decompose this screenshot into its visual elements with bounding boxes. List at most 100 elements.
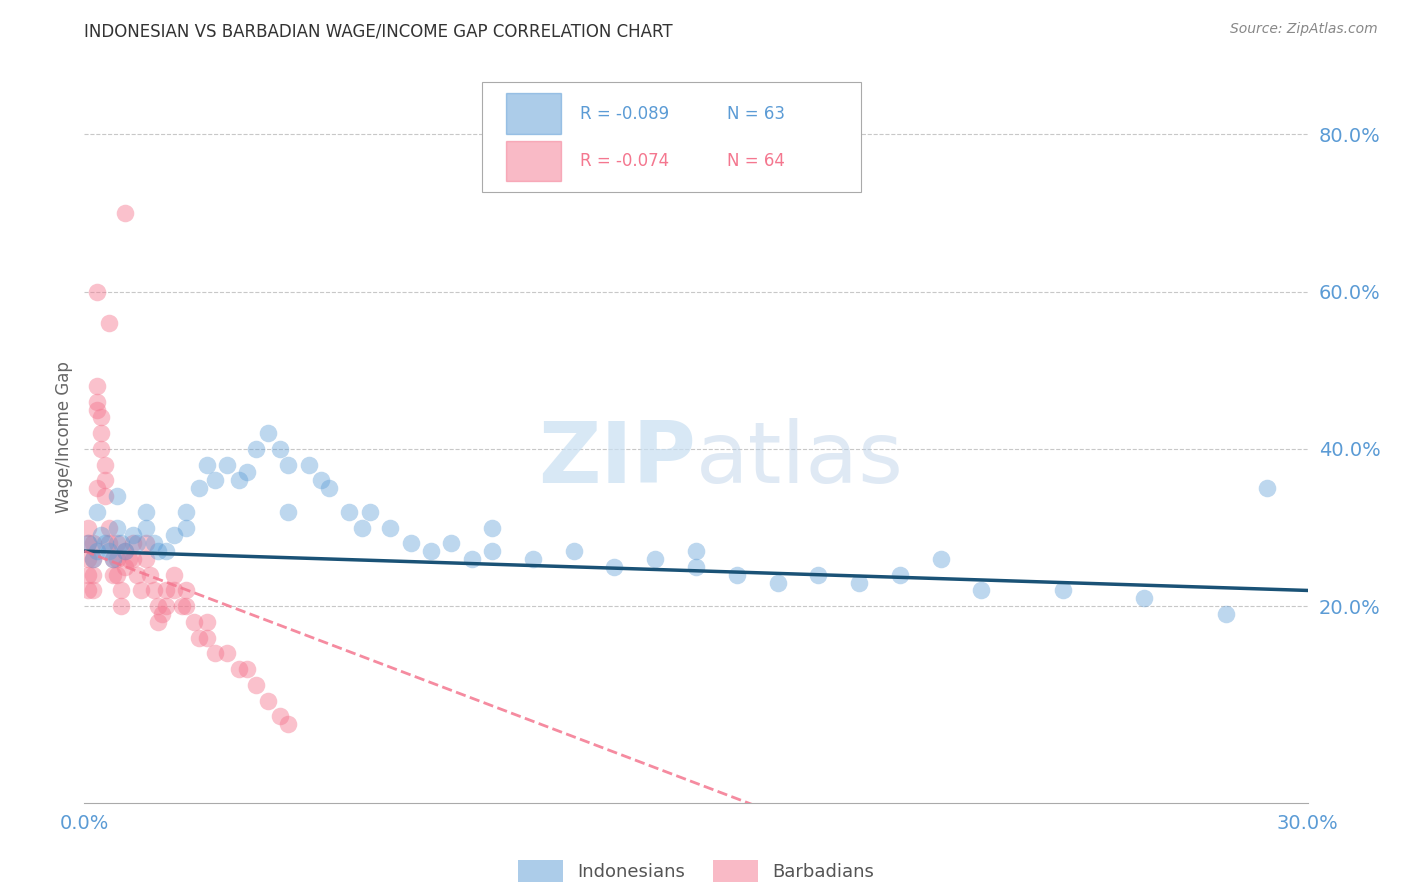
Point [114, 544, 136, 558]
Point [522, 552, 544, 566]
Point [90, 528, 112, 542]
Point [135, 536, 157, 550]
Point [766, 575, 789, 590]
Text: R = -0.089: R = -0.089 [579, 104, 669, 123]
Point [90, 410, 112, 425]
Point [77, 567, 100, 582]
Point [77, 583, 100, 598]
Point [461, 552, 484, 566]
Point [277, 505, 299, 519]
Point [1052, 583, 1074, 598]
Point [127, 567, 149, 582]
Point [187, 481, 209, 495]
Point [110, 599, 132, 614]
Point [172, 599, 194, 614]
Point [1256, 481, 1278, 495]
Point [420, 544, 443, 558]
Point [440, 536, 463, 550]
Point [176, 599, 198, 614]
Point [195, 631, 218, 645]
Point [339, 505, 361, 519]
Point [1133, 591, 1156, 606]
Point [725, 567, 748, 582]
Point [277, 458, 299, 472]
Point [114, 559, 136, 574]
Point [86, 379, 108, 393]
Point [176, 505, 198, 519]
Point [481, 544, 503, 558]
Point [236, 466, 259, 480]
Point [217, 646, 239, 660]
Point [195, 615, 218, 629]
Point [217, 458, 239, 472]
Point [204, 473, 226, 487]
Point [105, 536, 128, 550]
Point [848, 575, 870, 590]
Point [150, 607, 173, 621]
Point [176, 520, 198, 534]
Point [269, 442, 291, 456]
Point [82, 552, 104, 566]
Legend: Indonesians, Barbadians: Indonesians, Barbadians [510, 853, 882, 888]
Point [257, 426, 280, 441]
Point [97, 520, 120, 534]
Point [163, 528, 186, 542]
Point [90, 426, 112, 441]
Point [685, 559, 707, 574]
Point [93, 458, 117, 472]
Point [97, 316, 120, 330]
Point [135, 505, 157, 519]
Text: INDONESIAN VS BARBADIAN WAGE/INCOME GAP CORRELATION CHART: INDONESIAN VS BARBADIAN WAGE/INCOME GAP … [84, 22, 673, 40]
Point [228, 473, 250, 487]
Point [318, 481, 340, 495]
Point [114, 206, 136, 220]
Point [155, 599, 177, 614]
Point [142, 583, 165, 598]
Point [204, 646, 226, 660]
Point [146, 544, 169, 558]
Point [114, 544, 136, 558]
Point [257, 693, 280, 707]
Point [127, 536, 149, 550]
Y-axis label: Wage/Income Gap: Wage/Income Gap [55, 361, 73, 513]
Point [195, 458, 218, 472]
Point [90, 442, 112, 456]
Point [77, 536, 100, 550]
Point [135, 552, 157, 566]
Point [228, 662, 250, 676]
Point [309, 473, 332, 487]
Point [245, 678, 267, 692]
Point [277, 717, 299, 731]
Point [155, 583, 177, 598]
Point [86, 481, 108, 495]
Point [685, 544, 707, 558]
Point [86, 285, 108, 299]
Point [105, 520, 128, 534]
Point [236, 662, 259, 676]
Point [77, 520, 100, 534]
Point [77, 552, 100, 566]
Point [101, 567, 124, 582]
Text: N = 63: N = 63 [727, 104, 785, 123]
Point [122, 536, 145, 550]
Text: ZIP: ZIP [538, 417, 696, 500]
Point [93, 473, 117, 487]
Point [82, 567, 104, 582]
Point [929, 552, 952, 566]
Point [97, 536, 120, 550]
Point [82, 552, 104, 566]
Point [298, 458, 321, 472]
Point [118, 552, 141, 566]
Point [155, 544, 177, 558]
Point [481, 520, 503, 534]
Point [889, 567, 911, 582]
Point [1215, 607, 1237, 621]
Point [176, 583, 198, 598]
Text: atlas: atlas [696, 417, 904, 500]
Point [163, 567, 186, 582]
Point [187, 631, 209, 645]
Point [163, 583, 186, 598]
Point [146, 599, 169, 614]
Point [269, 709, 291, 723]
Point [131, 583, 153, 598]
